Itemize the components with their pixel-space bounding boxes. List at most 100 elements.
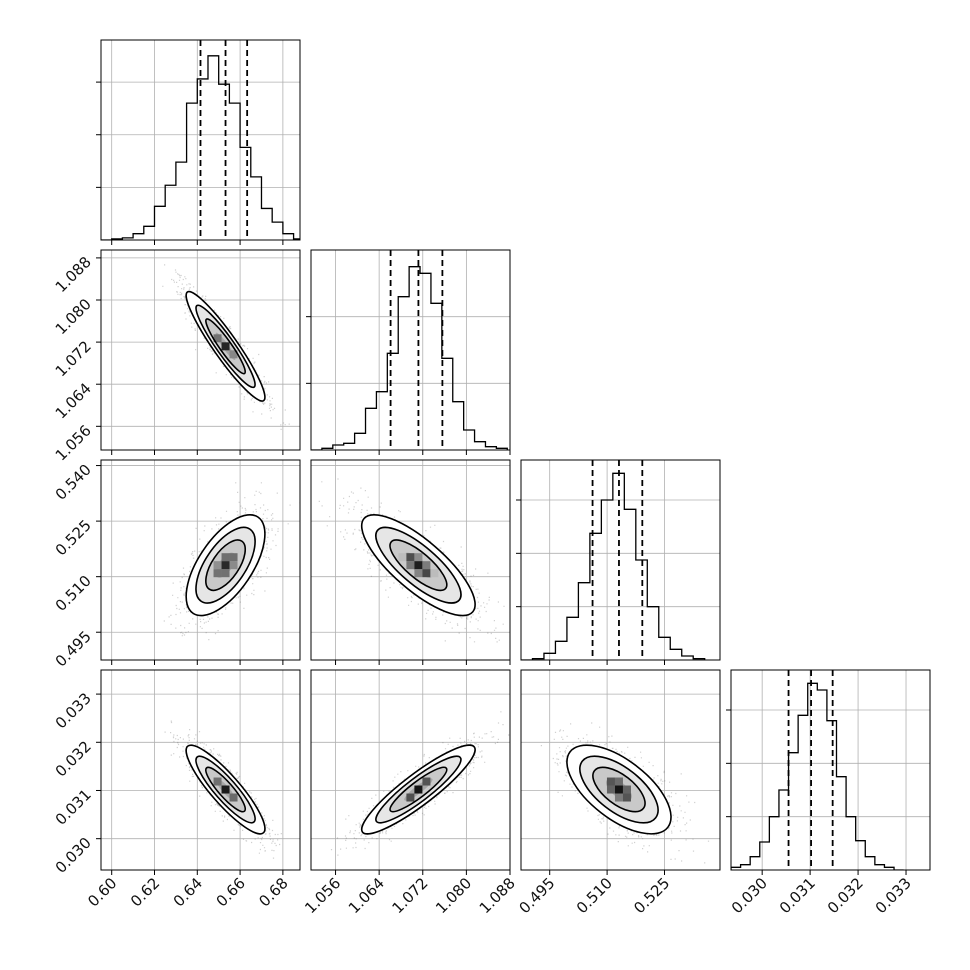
density-core xyxy=(213,777,238,802)
density-cell xyxy=(614,785,623,794)
contour-line xyxy=(205,539,247,592)
density-core xyxy=(213,553,238,578)
y-tick-label: 1.072 xyxy=(52,337,95,380)
contour-line xyxy=(360,744,476,835)
contour-line xyxy=(360,514,476,617)
density-cell xyxy=(414,785,423,794)
density-core xyxy=(406,777,431,802)
density-cell xyxy=(221,553,230,562)
density-cell xyxy=(622,785,631,794)
y-tick-label: 0.525 xyxy=(52,516,95,559)
x-tick-label: 0.68 xyxy=(255,874,291,910)
contour-line xyxy=(375,755,462,824)
y-tick-label: 0.030 xyxy=(52,834,95,877)
x-tick-label: 0.495 xyxy=(515,874,558,917)
x-tick-label: 0.030 xyxy=(728,874,771,917)
x-tick-label: 0.66 xyxy=(213,874,249,910)
x-tick-label: 0.033 xyxy=(872,874,915,917)
scatter-panel-2-0: 0.495 0.510 0.525 0.540 xyxy=(52,459,301,670)
density-cell xyxy=(606,785,615,794)
density-core xyxy=(606,777,631,802)
panel-frame xyxy=(100,39,301,241)
contour-line xyxy=(185,290,266,402)
density-cell xyxy=(229,553,238,562)
contour-line xyxy=(566,744,672,835)
density-cell xyxy=(614,793,623,802)
histogram-panel-1 xyxy=(306,249,511,455)
x-tick-label: 0.60 xyxy=(84,874,120,910)
contour-line xyxy=(205,318,247,375)
x-tick-label: 0.510 xyxy=(573,874,616,917)
y-tick-label: 0.540 xyxy=(52,461,95,504)
panel-frame xyxy=(100,249,301,451)
x-tick-label: 0.525 xyxy=(630,874,673,917)
density-cell xyxy=(221,569,230,578)
x-tick-label: 1.080 xyxy=(432,874,475,917)
density-cell xyxy=(221,342,230,351)
contour-line xyxy=(195,304,256,389)
x-tick-label: 0.62 xyxy=(127,874,163,910)
x-tick-label: 1.088 xyxy=(476,874,519,917)
contour-line xyxy=(375,526,462,604)
panel-frame xyxy=(310,669,511,871)
panel-frame xyxy=(730,669,931,871)
density-cell xyxy=(414,561,423,570)
contour-line xyxy=(205,766,247,813)
density-cell xyxy=(221,785,230,794)
y-tick-label: 1.088 xyxy=(52,253,95,296)
contour-line xyxy=(389,539,448,592)
histogram-step-line xyxy=(311,266,508,450)
scatter-panel-3-1: 1.056 1.064 1.072 1.080 1.088 xyxy=(301,669,519,917)
scatter-panel-3-0: 0.030 0.031 0.032 0.033 0.60 0.62 0.64 0.66 0.68 xyxy=(52,669,301,910)
density-core xyxy=(398,553,439,578)
density-cell xyxy=(406,561,415,570)
density-cell xyxy=(398,553,407,562)
density-cell xyxy=(221,561,230,570)
density-cell xyxy=(422,569,431,578)
density-cell xyxy=(229,793,238,802)
density-cell xyxy=(422,561,431,570)
density-cell xyxy=(622,793,631,802)
contour-line xyxy=(195,755,256,824)
density-cell xyxy=(606,777,615,786)
density-core xyxy=(213,334,238,359)
density-cell xyxy=(422,777,431,786)
y-tick-label: 0.033 xyxy=(52,689,95,732)
y-tick-label: 0.510 xyxy=(52,572,95,615)
histogram-panel-3: 0.030 0.031 0.032 0.033 xyxy=(726,669,931,917)
y-tick-label: 0.032 xyxy=(52,737,95,780)
histogram-panel-2 xyxy=(516,459,721,665)
panel-frame xyxy=(100,459,301,661)
contour-line xyxy=(185,744,266,835)
density-cell xyxy=(614,777,623,786)
y-tick-label: 1.080 xyxy=(52,295,95,338)
scatter-panel-3-2: 0.495 0.510 0.525 xyxy=(515,669,721,917)
contour-line xyxy=(579,755,659,824)
density-cell xyxy=(414,553,423,562)
x-tick-label: 1.056 xyxy=(301,874,344,917)
histogram-step-line xyxy=(101,55,300,240)
contour-line xyxy=(185,514,266,617)
density-cell xyxy=(406,793,415,802)
density-cell xyxy=(414,569,423,578)
panel-frame xyxy=(520,669,721,871)
y-tick-label: 1.056 xyxy=(52,421,95,464)
histogram-step-line xyxy=(521,472,706,660)
density-cell xyxy=(213,569,222,578)
y-tick-label: 1.064 xyxy=(52,379,95,422)
x-tick-label: 1.064 xyxy=(345,874,388,917)
x-tick-label: 0.64 xyxy=(170,874,206,910)
contour-line xyxy=(389,766,448,813)
x-tick-label: 0.031 xyxy=(776,874,819,917)
panel-frame xyxy=(310,459,511,661)
density-cell xyxy=(406,553,415,562)
y-tick-label: 0.031 xyxy=(52,786,95,829)
x-tick-label: 1.072 xyxy=(388,874,431,917)
contour-line xyxy=(195,526,256,604)
histogram-panel-0 xyxy=(96,39,301,245)
panel-frame xyxy=(310,249,511,451)
density-cell xyxy=(229,350,238,359)
density-cell xyxy=(430,569,439,578)
